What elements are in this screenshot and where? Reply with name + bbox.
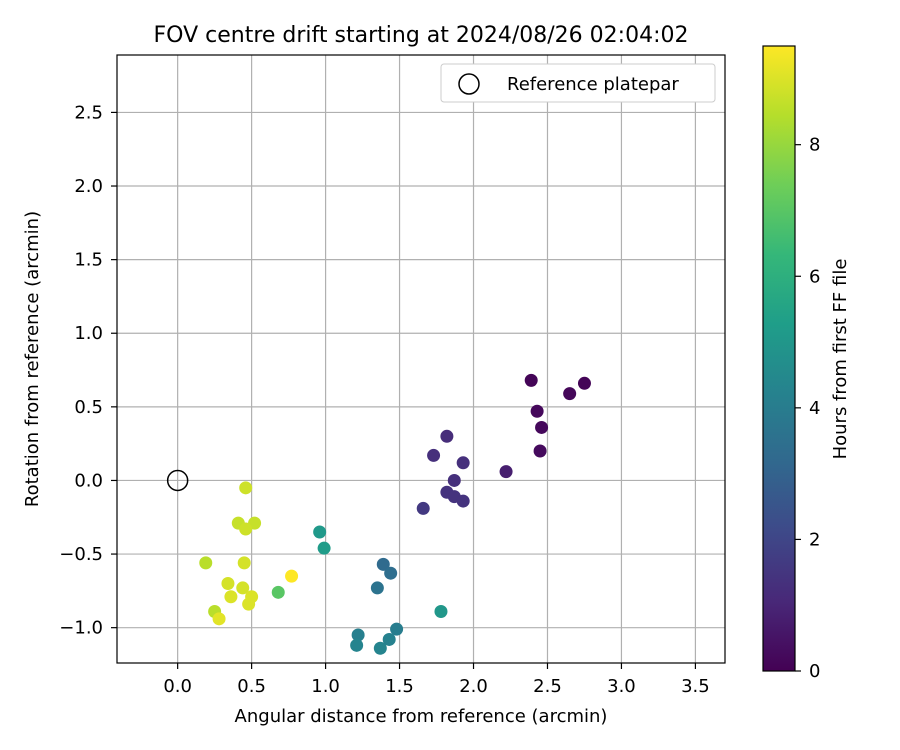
x-tick-label: 1.0 [311, 676, 340, 697]
data-point [416, 501, 430, 515]
reference-marker [166, 469, 189, 492]
colorbar-ticks: 0 2 4 6 8 [795, 135, 820, 682]
colorbar-tick-label: 6 [809, 266, 820, 287]
data-point [212, 612, 226, 626]
data-point [440, 429, 454, 443]
data-point [350, 638, 364, 652]
y-axis-label: Rotation from reference (arcmin) [22, 211, 43, 507]
data-point [384, 566, 398, 580]
x-tick-label: 1.5 [385, 676, 414, 697]
colorbar-tick-label: 4 [809, 398, 820, 419]
data-point [351, 628, 365, 642]
y-tick-label: 0.0 [74, 470, 103, 491]
colorbar-tick-label: 8 [809, 135, 820, 156]
data-point [199, 556, 213, 570]
data-point [271, 585, 285, 599]
colorbar-tick-label: 2 [809, 529, 820, 550]
data-point [434, 604, 448, 618]
legend: Reference platepar [440, 63, 716, 103]
y-tick-label: −1.0 [59, 618, 103, 639]
data-point [456, 494, 470, 508]
data-point [499, 465, 513, 479]
chart-title: FOV centre drift starting at 2024/08/26 … [154, 23, 689, 48]
data-point [563, 387, 577, 401]
x-tick-label: 3.5 [681, 676, 710, 697]
legend-frame [440, 63, 716, 103]
data-point [221, 577, 235, 591]
data-point [285, 569, 299, 583]
data-point [382, 632, 396, 646]
y-tick-label: 0.5 [74, 397, 103, 418]
data-point [533, 444, 547, 458]
data-point [390, 622, 404, 636]
data-point [239, 481, 253, 495]
data-point [456, 456, 470, 470]
data-point [236, 581, 250, 595]
colorbar-label: Hours from first FF file [830, 259, 851, 460]
colorbar: 0 2 4 6 8 Hours from first FF file [762, 45, 851, 682]
data-point [427, 448, 441, 462]
legend-marker-reference [458, 73, 480, 95]
x-tick-label: 3.0 [607, 676, 636, 697]
data-points [199, 373, 591, 655]
colorbar-frame [762, 45, 796, 672]
data-point [313, 525, 327, 539]
y-axis-ticks: −1.0 −0.5 0.0 0.5 1.0 1.5 2.0 2.5 [59, 102, 117, 639]
data-point [237, 556, 251, 570]
x-tick-label: 2.5 [533, 676, 562, 697]
data-point [376, 557, 390, 571]
data-point [370, 581, 384, 595]
x-axis-label: Angular distance from reference (arcmin) [235, 706, 608, 727]
data-point [373, 641, 387, 655]
data-point [447, 473, 461, 487]
y-tick-label: 1.5 [74, 250, 103, 271]
plot-area-frame [116, 54, 726, 664]
x-tick-label: 2.0 [459, 676, 488, 697]
colorbar-tick-label: 0 [809, 661, 820, 682]
y-tick-label: 2.0 [74, 176, 103, 197]
colorbar-gradient [763, 46, 795, 671]
y-tick-label: 1.0 [74, 323, 103, 344]
data-point [535, 420, 549, 434]
data-point [530, 404, 544, 418]
data-point [317, 541, 331, 555]
y-tick-label: 2.5 [74, 102, 103, 123]
data-point [224, 590, 238, 604]
x-axis-ticks: 0.0 0.5 1.0 1.5 2.0 2.5 3.0 3.5 [163, 663, 710, 697]
data-point [242, 597, 256, 611]
y-tick-label: −0.5 [59, 544, 103, 565]
data-point [524, 373, 538, 387]
x-tick-label: 0.5 [237, 676, 266, 697]
x-tick-label: 0.0 [163, 676, 192, 697]
data-point [239, 522, 253, 536]
data-point [577, 376, 591, 390]
grid [117, 55, 725, 663]
legend-label-reference: Reference platepar [507, 74, 679, 95]
